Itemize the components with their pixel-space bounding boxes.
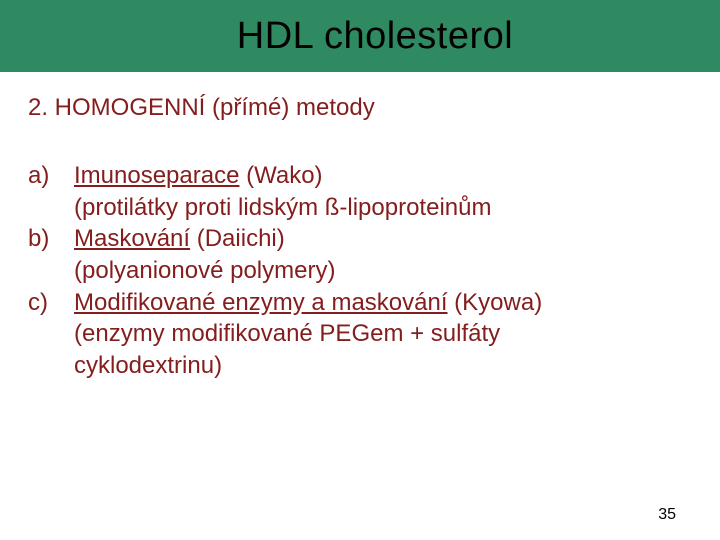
list-item-line: cyklodextrinu) <box>28 350 668 382</box>
trailing-text: (Kyowa) <box>448 289 543 316</box>
trailing-text: (Wako) <box>239 162 322 189</box>
list-item: b) Maskování (Daiichi) <box>28 223 668 255</box>
underlined-term: Modifikované enzymy a maskování <box>74 289 448 316</box>
list-detail: (polyanionové polymery) <box>74 255 335 287</box>
list-detail: (enzymy modifikované PEGem + sulfáty <box>74 318 500 350</box>
list-detail: cyklodextrinu) <box>74 350 222 382</box>
underlined-term: Imunoseparace <box>74 162 239 189</box>
list-marker: a) <box>28 160 74 192</box>
trailing-text: (Daiichi) <box>190 225 285 252</box>
page-number: 35 <box>658 506 676 524</box>
list-detail: (protilátky proti lidským ß-lipoproteinů… <box>74 192 491 224</box>
method-list: a) Imunoseparace (Wako) (protilátky prot… <box>28 160 668 382</box>
list-item: a) Imunoseparace (Wako) <box>28 160 668 192</box>
list-body: Maskování (Daiichi) <box>74 223 285 255</box>
list-item-line: (protilátky proti lidským ß-lipoproteinů… <box>28 192 668 224</box>
list-item-line: (enzymy modifikované PEGem + sulfáty <box>28 318 668 350</box>
list-body: Imunoseparace (Wako) <box>74 160 323 192</box>
section-heading: 2. HOMOGENNÍ (přímé) metody <box>28 94 720 122</box>
underlined-term: Maskování <box>74 225 190 252</box>
list-item-line: (polyanionové polymery) <box>28 255 668 287</box>
list-body: Modifikované enzymy a maskování (Kyowa) <box>74 287 542 319</box>
list-marker: b) <box>28 223 74 255</box>
list-item: c) Modifikované enzymy a maskování (Kyow… <box>28 287 668 319</box>
list-marker: c) <box>28 287 74 319</box>
title-bar: HDL cholesterol <box>0 0 720 72</box>
slide-title: HDL cholesterol <box>237 15 513 58</box>
